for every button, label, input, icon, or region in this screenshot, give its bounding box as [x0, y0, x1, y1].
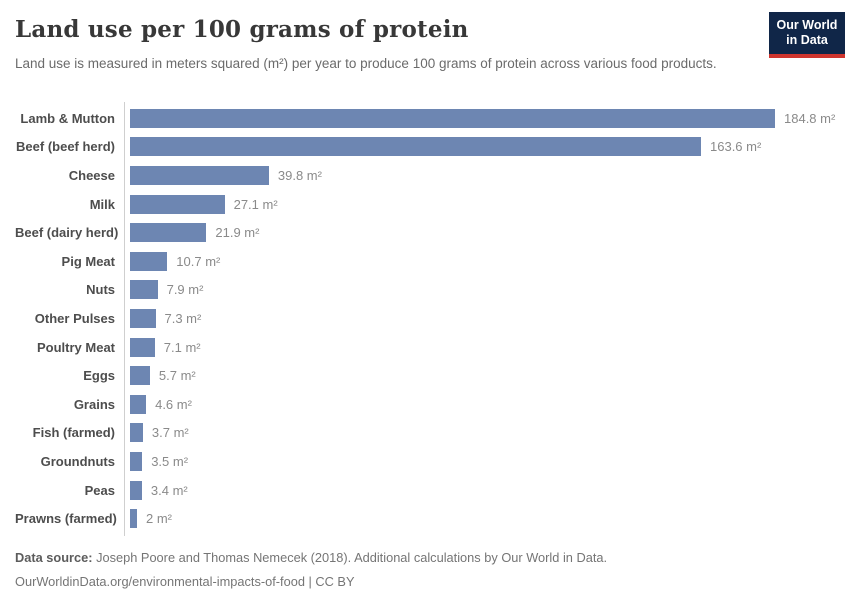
chart-footer: Data source: Joseph Poore and Thomas Nem…	[15, 546, 607, 593]
bar	[130, 194, 225, 214]
bar-row: Pig Meat 10.7 m²	[15, 247, 840, 276]
value-label: 7.3 m²	[164, 310, 202, 326]
page-title: Land use per 100 grams of protein	[15, 16, 469, 43]
bar	[130, 165, 269, 185]
data-source-label: Data source:	[15, 550, 93, 565]
category-label: Peas	[84, 482, 115, 498]
value-label: 39.8 m²	[277, 167, 322, 183]
bar-row: Prawns (farmed) 2 m²	[15, 504, 840, 533]
bar	[130, 223, 207, 243]
y-axis-line	[124, 102, 125, 536]
bar-row: Fish (farmed) 3.7 m²	[15, 419, 840, 448]
bar-track: 4.6 m²	[130, 390, 840, 419]
bar-track: 7.9 m²	[130, 276, 840, 305]
bar-track: 10.7 m²	[130, 247, 840, 276]
category-label: Beef (beef herd)	[16, 139, 115, 155]
value-label: 21.9 m²	[215, 225, 260, 241]
value-label: 2 m²	[146, 511, 172, 527]
value-label: 3.7 m²	[151, 425, 189, 441]
bar-row: Milk 27.1 m²	[15, 190, 840, 219]
category-label: Eggs	[83, 368, 115, 384]
bar-row: Poultry Meat 7.1 m²	[15, 333, 840, 362]
data-source-text: Joseph Poore and Thomas Nemecek (2018). …	[92, 550, 608, 565]
bar-row: Grains 4.6 m²	[15, 390, 840, 419]
chart-header: Land use per 100 grams of protein Land u…	[0, 0, 850, 74]
value-label: 7.1 m²	[163, 339, 201, 355]
category-label: Fish (farmed)	[32, 425, 115, 441]
license-line: OurWorldinData.org/environmental-impacts…	[15, 573, 355, 589]
owid-logo-line1: Our World	[776, 18, 838, 32]
bar-track: 5.7 m²	[130, 361, 840, 390]
category-label: Cheese	[68, 167, 115, 183]
bar	[130, 280, 158, 300]
owid-logo: Our World in Data	[769, 12, 845, 58]
value-label: 7.9 m²	[166, 282, 204, 298]
bar-track: 3.4 m²	[130, 476, 840, 505]
data-source-line: Data source: Joseph Poore and Thomas Nem…	[15, 546, 607, 570]
bar-track: 184.8 m²	[130, 104, 840, 133]
bar	[130, 451, 143, 471]
bar-track: 3.5 m²	[130, 447, 840, 476]
value-label: 5.7 m²	[158, 368, 196, 384]
bar-row: Peas 3.4 m²	[15, 476, 840, 505]
bar-row: Beef (dairy herd) 21.9 m²	[15, 218, 840, 247]
value-label: 184.8 m²	[784, 110, 836, 126]
category-label: Other Pulses	[34, 310, 115, 326]
value-label: 3.4 m²	[150, 482, 188, 498]
bar	[130, 366, 150, 386]
value-label: 4.6 m²	[155, 396, 192, 412]
bar-row: Nuts 7.9 m²	[15, 276, 840, 305]
category-label: Lamb & Mutton	[20, 110, 115, 126]
bar-row: Other Pulses 7.3 m²	[15, 304, 840, 333]
category-label: Prawns (farmed)	[15, 511, 117, 527]
bar-track: 39.8 m²	[130, 161, 840, 190]
category-label: Groundnuts	[40, 453, 115, 469]
bar-row: Groundnuts 3.5 m²	[15, 447, 840, 476]
bar	[130, 337, 155, 357]
bar	[130, 509, 137, 529]
category-label: Milk	[89, 196, 115, 212]
bar	[130, 423, 143, 443]
bar-track: 7.3 m²	[130, 304, 840, 333]
owid-logo-line2: in Data	[786, 33, 828, 48]
category-label: Grains	[73, 396, 115, 412]
bar-track: 27.1 m²	[130, 190, 840, 219]
bar-track: 7.1 m²	[130, 333, 840, 362]
bar	[130, 108, 775, 128]
bar-row: Cheese 39.8 m²	[15, 161, 840, 190]
bar	[130, 137, 701, 157]
bar	[130, 251, 168, 271]
bar-track: 21.9 m²	[130, 218, 840, 247]
bar-track: 3.7 m²	[130, 419, 840, 448]
bar	[130, 394, 147, 414]
bar-track: 163.6 m²	[130, 133, 840, 162]
value-label: 27.1 m²	[233, 196, 278, 212]
category-label: Beef (dairy herd)	[15, 225, 119, 241]
bar	[130, 308, 156, 328]
value-label: 163.6 m²	[710, 139, 762, 155]
chart-subtitle: Land use is measured in meters squared (…	[15, 56, 717, 71]
bar-row: Beef (beef herd) 163.6 m²	[15, 133, 840, 162]
category-label: Pig Meat	[61, 253, 115, 269]
category-label: Nuts	[86, 282, 115, 298]
bar-chart: Lamb & Mutton 184.8 m² Beef (beef herd) …	[15, 102, 840, 536]
bar-track: 2 m²	[130, 504, 840, 533]
category-label: Poultry Meat	[36, 339, 115, 355]
value-label: 10.7 m²	[176, 253, 221, 269]
bar	[130, 480, 142, 500]
bar-row: Lamb & Mutton 184.8 m²	[15, 104, 840, 133]
bar-row: Eggs 5.7 m²	[15, 361, 840, 390]
value-label: 3.5 m²	[151, 453, 189, 469]
